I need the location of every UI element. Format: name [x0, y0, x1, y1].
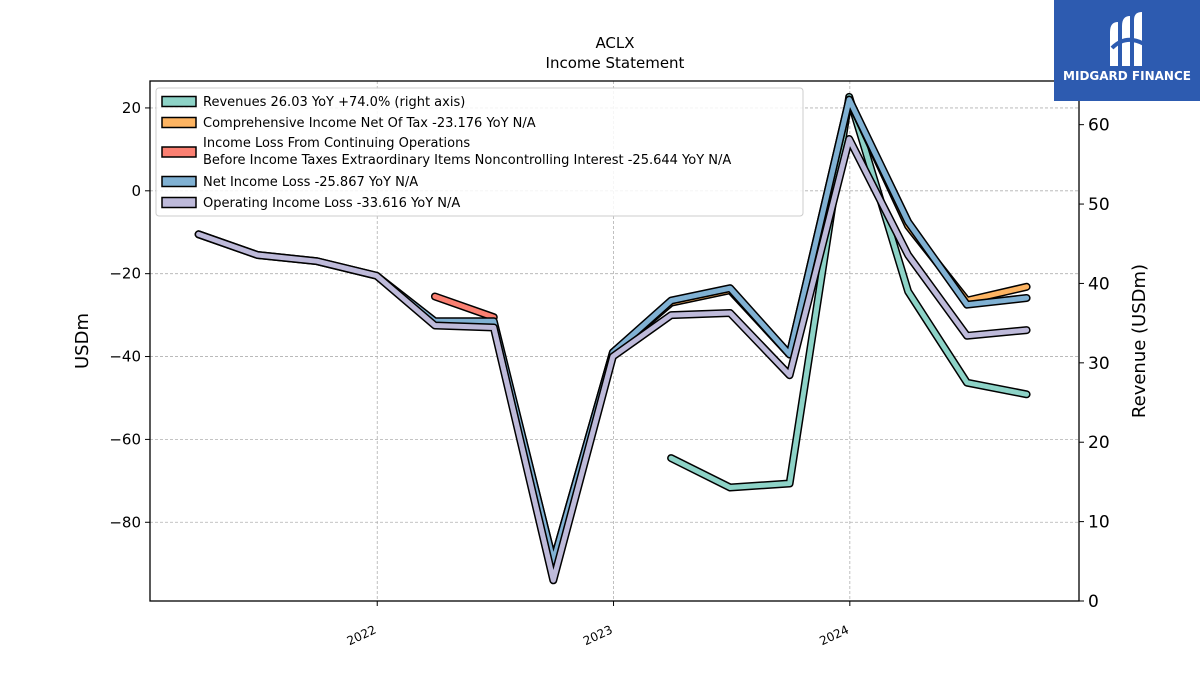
legend-label: Revenues 26.03 YoY +74.0% (right axis): [203, 95, 465, 110]
chart-title: ACLX: [595, 34, 634, 52]
legend-swatch: [161, 175, 197, 188]
x-axis: 2022 2023 2024: [345, 601, 851, 648]
series-line: [196, 136, 1030, 583]
legend-label: Before Income Taxes Extraordinary Items …: [203, 153, 731, 168]
right-tick-label: 0: [1088, 592, 1099, 612]
series-4: [194, 135, 1031, 585]
left-tick-label: −40: [109, 348, 141, 366]
y-axis-label-right: Revenue (USDm): [1129, 264, 1150, 418]
legend-swatch: [161, 95, 197, 108]
left-tick-label: −20: [109, 265, 141, 283]
legend-swatch: [161, 116, 197, 129]
right-tick-label: 60: [1088, 116, 1110, 136]
left-tick-label: −60: [109, 430, 141, 448]
brand-logo: MIDGARD FINANCE: [1054, 0, 1200, 101]
y-axis-label-left: USDm: [72, 313, 93, 369]
legend-label: Comprehensive Income Net Of Tax -23.176 …: [203, 116, 536, 131]
right-tick-label: 10: [1088, 513, 1110, 533]
left-tick-label: −80: [109, 513, 141, 531]
plot-frame: [149, 80, 1080, 602]
brand-mark-icon: [1110, 12, 1145, 66]
left-tick-label: 0: [131, 182, 141, 200]
chart-subtitle: Income Statement: [546, 54, 685, 72]
series-line: [432, 294, 497, 320]
legend-label: Operating Income Loss -33.616 YoY N/A: [203, 196, 460, 211]
left-tick-label: 20: [122, 99, 141, 117]
right-tick-label: 30: [1088, 354, 1110, 374]
right-tick-label: 20: [1088, 433, 1110, 453]
left-axis: 20 0 −20 −40 −60 −80: [109, 99, 150, 531]
legend-swatch: [161, 146, 197, 158]
right-axis: 60 50 40 30 20 10 0: [1079, 116, 1110, 612]
legend: Revenues 26.03 YoY +74.0% (right axis) Co…: [155, 87, 804, 217]
series-layer: [194, 92, 1031, 585]
legend-label: Net Income Loss -25.867 YoY N/A: [203, 175, 418, 190]
x-tick-label: 2023: [581, 623, 615, 649]
x-tick-label: 2024: [817, 623, 851, 649]
right-tick-label: 40: [1088, 274, 1110, 294]
brand-name: MIDGARD FINANCE: [1063, 69, 1191, 83]
right-tick-label: 50: [1088, 195, 1110, 215]
legend-box: [155, 87, 804, 217]
legend-label: Income Loss From Continuing Operations: [203, 136, 470, 151]
x-tick-label: 2022: [345, 623, 379, 649]
series-2: [430, 292, 498, 322]
legend-swatch: [161, 196, 197, 209]
